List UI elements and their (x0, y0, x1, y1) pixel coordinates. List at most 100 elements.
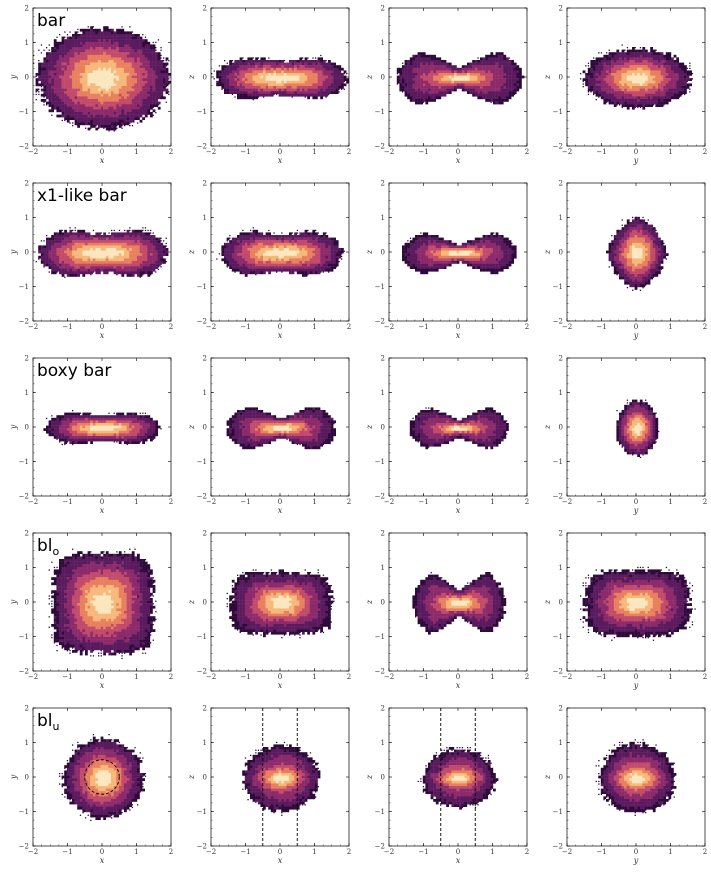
y-tick-label: −2 (197, 843, 207, 851)
x-tick-label: 1 (312, 498, 316, 506)
y-tick-label: 1 (559, 389, 563, 397)
x-tick-label: 0 (634, 148, 638, 156)
y-tick-label: 2 (25, 355, 29, 363)
density-map (412, 572, 507, 635)
y-tick-label: −2 (375, 493, 385, 501)
y-tick-label: −2 (19, 318, 29, 326)
y-tick-label: −1 (197, 283, 207, 291)
x-axis-label: x (278, 506, 283, 515)
y-tick-label: 1 (25, 214, 29, 222)
x-tick-label: −1 (596, 673, 606, 681)
y-tick-label: 2 (203, 355, 207, 363)
x-tick-label: 1 (312, 848, 316, 856)
x-tick-label: 1 (134, 498, 138, 506)
x-axis-label: y (633, 156, 639, 165)
y-tick-label: −2 (197, 668, 207, 676)
x-tick-label: −1 (418, 148, 428, 156)
y-tick-label: −1 (197, 108, 207, 116)
x-tick-label: 1 (312, 673, 316, 681)
y-axis-label: z (543, 249, 552, 255)
y-tick-label: 2 (559, 530, 563, 538)
y-axis-label: z (365, 74, 374, 80)
x-tick-label: 2 (525, 498, 529, 506)
density-map (606, 216, 669, 291)
x-tick-label: 2 (525, 848, 529, 856)
y-tick-label: 1 (381, 564, 385, 572)
x-tick-label: −2 (206, 673, 216, 681)
x-tick-label: −2 (384, 148, 394, 156)
x-tick-label: 2 (703, 323, 707, 331)
y-tick-label: −1 (19, 108, 29, 116)
panel-r4-c2: −2−2 −1 −1 0 0 1 1 2 2 x z (187, 530, 351, 691)
y-tick-label: 0 (203, 424, 207, 432)
y-tick-label: 1 (25, 389, 29, 397)
y-tick-label: 0 (381, 599, 385, 607)
x-tick-label: −1 (418, 323, 428, 331)
y-tick-label: 0 (559, 74, 563, 82)
density-map (242, 741, 321, 816)
x-tick-label: 0 (278, 673, 282, 681)
x-tick-label: −1 (596, 848, 606, 856)
x-tick-label: 1 (312, 148, 316, 156)
y-tick-label: 2 (381, 5, 385, 13)
x-tick-label: 1 (668, 498, 672, 506)
x-tick-label: 1 (668, 848, 672, 856)
x-tick-label: −1 (596, 498, 606, 506)
y-tick-label: 1 (381, 389, 385, 397)
y-axis-label: y (9, 74, 18, 80)
panel-r5-c1: −2−2 −1 −1 0 0 1 1 2 2 x y blu (9, 705, 173, 866)
y-tick-label: 2 (203, 5, 207, 13)
y-axis-label: z (543, 774, 552, 780)
x-axis-label: x (100, 681, 105, 690)
y-tick-label: 2 (559, 180, 563, 188)
x-tick-label: −2 (206, 848, 216, 856)
x-tick-label: 0 (456, 323, 460, 331)
y-axis-label: z (187, 774, 196, 780)
y-tick-label: −2 (19, 843, 29, 851)
x-tick-label: 0 (100, 323, 104, 331)
x-tick-label: 0 (278, 498, 282, 506)
y-tick-label: 1 (559, 739, 563, 747)
x-tick-label: −1 (240, 848, 250, 856)
y-tick-label: 2 (25, 530, 29, 538)
x-tick-label: −2 (562, 848, 572, 856)
y-tick-label: 0 (381, 74, 385, 82)
x-tick-label: −1 (240, 148, 250, 156)
y-axis-label: y (9, 249, 18, 255)
y-axis-label: z (365, 599, 374, 605)
x-tick-label: −2 (28, 323, 38, 331)
x-tick-label: −2 (384, 848, 394, 856)
y-tick-label: 2 (203, 705, 207, 713)
y-tick-label: −2 (19, 493, 29, 501)
y-tick-label: 1 (25, 739, 29, 747)
density-map (226, 407, 336, 450)
y-tick-label: 1 (203, 739, 207, 747)
y-tick-label: 1 (25, 39, 29, 47)
x-axis-label: x (278, 331, 283, 340)
y-tick-label: 1 (203, 389, 207, 397)
x-tick-label: 0 (456, 498, 460, 506)
x-tick-label: 0 (634, 323, 638, 331)
density-map (33, 26, 171, 132)
x-tick-label: 0 (278, 848, 282, 856)
x-axis-label: x (456, 856, 461, 865)
y-tick-label: −2 (553, 143, 563, 151)
x-tick-label: 0 (456, 848, 460, 856)
y-axis-label: z (365, 774, 374, 780)
x-tick-label: 2 (347, 323, 351, 331)
y-tick-label: 0 (381, 424, 385, 432)
y-tick-label: 2 (203, 530, 207, 538)
x-tick-label: 0 (278, 323, 282, 331)
panel-r1-c3: −2−2 −1 −1 0 0 1 1 2 2 x z (365, 5, 529, 166)
x-axis-label: x (456, 156, 461, 165)
panel-r1-c4: −2−2 −1 −1 0 0 1 1 2 2 y z (543, 5, 707, 166)
y-tick-label: 1 (25, 564, 29, 572)
y-tick-label: −1 (375, 108, 385, 116)
x-tick-label: −1 (596, 148, 606, 156)
x-axis-label: y (633, 331, 639, 340)
y-tick-label: −1 (375, 808, 385, 816)
y-tick-label: −1 (197, 633, 207, 641)
x-tick-label: 2 (347, 498, 351, 506)
x-tick-label: 1 (490, 848, 494, 856)
x-tick-label: 2 (703, 148, 707, 156)
